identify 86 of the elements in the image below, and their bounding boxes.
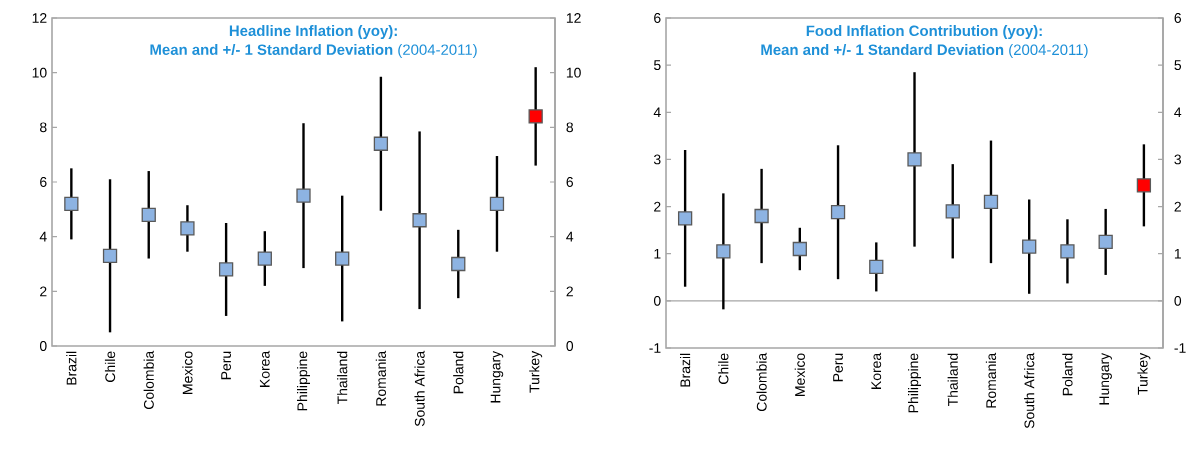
point: [983, 194, 999, 210]
y-tick-label: -1: [649, 343, 661, 353]
text: Mean and +/- 1 Standard Deviation (2004-2011): [150, 43, 477, 58]
point: [869, 259, 884, 275]
y2-tick-label: 2: [566, 286, 573, 297]
point: [296, 188, 311, 203]
point: [528, 109, 543, 124]
point: [451, 256, 466, 272]
y2-tick-label: 8: [566, 122, 574, 133]
point: [716, 244, 731, 259]
x-tick-label: Romania: [375, 350, 387, 406]
point: [141, 207, 156, 222]
x-tick-label: Chile: [104, 351, 116, 382]
y-tick-label: 6: [40, 177, 47, 187]
y2-tick-label: -1: [1174, 343, 1186, 353]
y2-tick-label: 0: [566, 341, 574, 351]
y2-tick-label: 10: [566, 67, 581, 78]
y-tick-label: 10: [32, 67, 47, 78]
x-tick-label: Turkey: [1137, 352, 1151, 395]
x-tick-label: Colombia: [143, 350, 154, 410]
x-tick-label: Poland: [453, 351, 464, 394]
point: [1022, 239, 1037, 254]
x-tick-label: Turkey: [529, 350, 543, 393]
x-tick-label: Korea: [871, 352, 882, 389]
y-tick-label: 0: [653, 295, 661, 306]
y2-tick-label: 0: [1174, 295, 1182, 306]
y2-tick-label: 4: [566, 231, 574, 242]
y2-tick-label: 2: [1174, 201, 1181, 212]
x-tick-label: South Africa: [414, 350, 425, 427]
y2-tick-label: 5: [1174, 60, 1182, 71]
y-tick-label: 4: [653, 107, 661, 118]
point: [412, 213, 427, 228]
x-tick-label: Poland: [1062, 353, 1073, 396]
chart-title: Food Inflation Contribution (yoy):: [806, 25, 1042, 40]
point: [180, 221, 195, 236]
point: [1098, 234, 1113, 250]
x-tick-label: Peru: [833, 353, 843, 382]
x-tick-label: Colombia: [756, 352, 767, 412]
y2-tick-label: 4: [1174, 107, 1182, 118]
y-tick-label: 12: [32, 13, 47, 23]
y2-tick-label: 3: [1174, 154, 1182, 165]
y-tick-label: 3: [653, 154, 661, 165]
x-tick-label: South Africa: [1024, 352, 1035, 429]
point: [754, 208, 769, 224]
text: Mean and +/- 1 Standard Deviation (2004-2011): [761, 44, 1088, 58]
point: [677, 211, 693, 226]
x-tick-label: Mexico: [794, 353, 805, 396]
x-tick-label: Hungary: [490, 350, 504, 403]
x-tick-label: Peru: [221, 351, 231, 380]
point: [218, 262, 234, 277]
y2-tick-label: 12: [566, 13, 581, 23]
y-tick-label: 2: [40, 286, 47, 297]
x-tick-label: Mexico: [182, 351, 193, 394]
y-tick-label: 2: [654, 201, 661, 212]
x-tick-label: Thailand: [337, 351, 348, 405]
chart-title: Headline Inflation (yoy):: [229, 25, 397, 39]
x-tick-label: Philippine: [297, 351, 310, 411]
x-tick-label: Thailand: [947, 353, 958, 407]
y-tick-label: 5: [653, 60, 661, 71]
x-tick-label: Philippine: [908, 353, 922, 413]
x-tick-label: Chile: [718, 353, 729, 384]
y-tick-label: 8: [40, 122, 47, 133]
point: [335, 251, 350, 266]
y-tick-label: 6: [654, 13, 661, 23]
y2-tick-label: 1: [1174, 248, 1181, 259]
point: [830, 205, 846, 220]
y2-tick-label: 6: [1174, 13, 1182, 23]
x-tick-label: Korea: [259, 350, 270, 387]
y2-tick-label: 6: [566, 177, 573, 187]
y-tick-label: 4: [39, 231, 47, 242]
point: [1136, 178, 1152, 193]
point: [257, 251, 272, 266]
y-tick-label: 1: [654, 248, 661, 259]
point: [1060, 244, 1075, 259]
point: [945, 204, 960, 219]
point: [489, 196, 505, 212]
y-tick-label: 0: [39, 341, 47, 351]
point: [907, 152, 922, 167]
x-tick-label: Brazil: [66, 351, 77, 385]
x-tick-label: Romania: [985, 352, 997, 408]
point: [373, 136, 389, 151]
x-tick-label: Brazil: [680, 353, 691, 387]
point: [102, 248, 118, 263]
point: [64, 196, 79, 212]
x-tick-label: Hungary: [1099, 352, 1112, 405]
point: [792, 241, 807, 257]
